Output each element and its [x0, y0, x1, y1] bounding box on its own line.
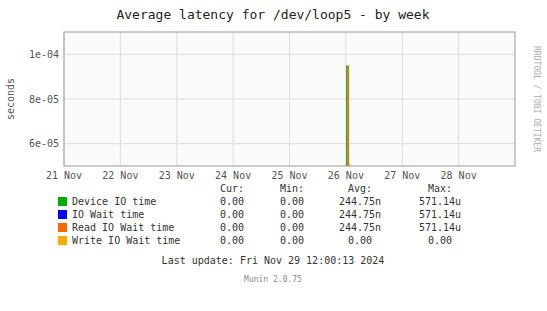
title: Average latency for /dev/loop5 - by week [116, 7, 429, 22]
grid-line-x [458, 32, 459, 166]
x-tick-label: 27 Nov [384, 170, 420, 181]
legend-swatch [58, 236, 67, 245]
legend-header: Avg: [348, 183, 372, 194]
x-tick-label: 24 Nov [215, 170, 251, 181]
legend-swatch [58, 197, 67, 206]
grid-line-x [289, 32, 290, 166]
legend-stat: 0.00 [220, 235, 244, 246]
legend-stat: 0.00 [428, 235, 452, 246]
x-tick-label: 23 Nov [159, 170, 195, 181]
legend-label: Write IO Wait time [72, 235, 180, 246]
chart: Average latency for /dev/loop5 - by week… [0, 0, 547, 311]
legend-stat: 244.75n [339, 209, 381, 220]
series-group [347, 66, 350, 167]
plot-frame [64, 32, 515, 166]
legend-header: Max: [428, 183, 452, 194]
legend-header: Cur: [220, 183, 244, 194]
y-tick-label: 1e-04 [29, 49, 59, 60]
grid-line-x [120, 32, 121, 166]
legend-stat: 244.75n [339, 196, 381, 207]
x-tick-label: 26 Nov [328, 170, 364, 181]
legend-stat: 0.00 [220, 222, 244, 233]
legend-stat: 0.00 [220, 196, 244, 207]
legend-header: Min: [280, 183, 304, 194]
plot-area [64, 32, 515, 166]
background [0, 0, 547, 311]
legend-stat: 0.00 [280, 196, 304, 207]
x-tick-label: 28 Nov [441, 170, 477, 181]
x-tick-label: 22 Nov [102, 170, 138, 181]
legend-label: Read IO Wait time [72, 222, 174, 233]
y-axis-label: seconds [5, 78, 16, 120]
side-label: RRDTOOL / TOBI OETIKER [532, 46, 541, 152]
grid-line-x [402, 32, 403, 166]
x-tick-label: 25 Nov [271, 170, 307, 181]
legend-stat: 0.00 [280, 222, 304, 233]
y-tick-label: 6e-05 [29, 138, 59, 149]
legend-stat: 244.75n [339, 222, 381, 233]
footer: Last update: Fri Nov 29 12:00:13 2024 [162, 255, 385, 266]
legend-stat: 571.14u [419, 196, 461, 207]
y-tick-label: 8e-05 [29, 94, 59, 105]
x-tick-label: 21 Nov [46, 170, 82, 181]
legend-stat: 0.00 [348, 235, 372, 246]
legend-label: IO Wait time [72, 209, 144, 220]
series-line [346, 66, 348, 167]
grid-line-x [176, 32, 177, 166]
legend-stat: 0.00 [280, 209, 304, 220]
legend-stat: 0.00 [220, 209, 244, 220]
legend-swatch [58, 223, 67, 232]
series-line [347, 66, 349, 167]
legend-stat: 571.14u [419, 222, 461, 233]
legend-swatch [58, 210, 67, 219]
version: Munin 2.0.75 [244, 275, 302, 284]
legend-stat: 571.14u [419, 209, 461, 220]
legend-label: Device IO time [72, 196, 156, 207]
grid-line-x [233, 32, 234, 166]
legend-stat: 0.00 [280, 235, 304, 246]
grid-line-x [345, 32, 346, 166]
